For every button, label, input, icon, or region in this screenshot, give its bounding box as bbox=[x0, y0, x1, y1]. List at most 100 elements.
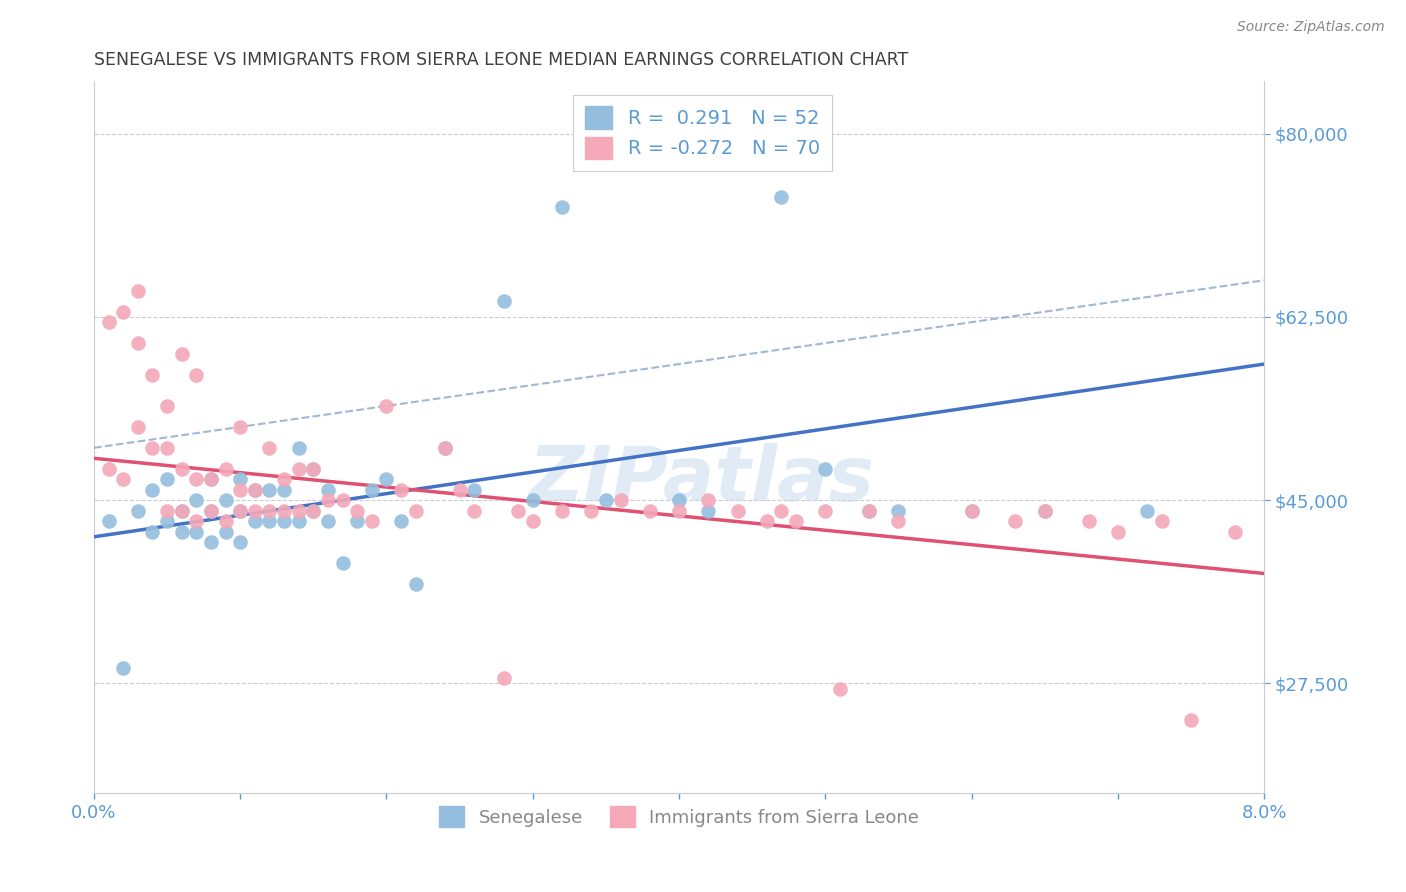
Point bbox=[346, 514, 368, 528]
Point bbox=[214, 493, 236, 508]
Point bbox=[449, 483, 471, 497]
Point bbox=[229, 472, 252, 486]
Point bbox=[1180, 713, 1202, 727]
Point bbox=[156, 441, 179, 455]
Point bbox=[287, 503, 309, 517]
Point bbox=[405, 503, 427, 517]
Point bbox=[200, 472, 222, 486]
Point bbox=[1077, 514, 1099, 528]
Point bbox=[200, 503, 222, 517]
Text: Source: ZipAtlas.com: Source: ZipAtlas.com bbox=[1237, 20, 1385, 34]
Point bbox=[273, 503, 295, 517]
Point bbox=[492, 294, 515, 309]
Point bbox=[229, 535, 252, 549]
Point bbox=[1107, 524, 1129, 539]
Point bbox=[186, 514, 208, 528]
Point bbox=[522, 493, 544, 508]
Point bbox=[581, 503, 603, 517]
Point bbox=[170, 503, 193, 517]
Point bbox=[243, 514, 266, 528]
Point bbox=[141, 524, 163, 539]
Point bbox=[389, 514, 412, 528]
Text: SENEGALESE VS IMMIGRANTS FROM SIERRA LEONE MEDIAN EARNINGS CORRELATION CHART: SENEGALESE VS IMMIGRANTS FROM SIERRA LEO… bbox=[94, 51, 908, 69]
Point bbox=[229, 503, 252, 517]
Point bbox=[259, 441, 281, 455]
Point bbox=[259, 483, 281, 497]
Point bbox=[375, 399, 398, 413]
Point bbox=[243, 503, 266, 517]
Point bbox=[375, 472, 398, 486]
Point bbox=[156, 472, 179, 486]
Point bbox=[156, 399, 179, 413]
Point bbox=[141, 368, 163, 382]
Point bbox=[785, 514, 807, 528]
Point bbox=[97, 462, 120, 476]
Point bbox=[273, 483, 295, 497]
Point bbox=[433, 441, 456, 455]
Point bbox=[127, 284, 149, 298]
Point bbox=[814, 462, 837, 476]
Point bbox=[1223, 524, 1246, 539]
Point bbox=[259, 514, 281, 528]
Point bbox=[112, 472, 135, 486]
Point bbox=[1033, 503, 1056, 517]
Point bbox=[433, 441, 456, 455]
Point bbox=[170, 462, 193, 476]
Point bbox=[127, 420, 149, 434]
Point bbox=[302, 503, 325, 517]
Point bbox=[243, 483, 266, 497]
Point bbox=[170, 346, 193, 360]
Point bbox=[960, 503, 983, 517]
Point bbox=[858, 503, 880, 517]
Point bbox=[463, 483, 485, 497]
Point bbox=[638, 503, 661, 517]
Point bbox=[200, 535, 222, 549]
Point bbox=[316, 493, 339, 508]
Point bbox=[668, 493, 690, 508]
Point bbox=[1150, 514, 1173, 528]
Point bbox=[127, 503, 149, 517]
Point bbox=[229, 420, 252, 434]
Point bbox=[755, 514, 778, 528]
Point bbox=[112, 304, 135, 318]
Point bbox=[287, 441, 309, 455]
Point bbox=[508, 503, 530, 517]
Point bbox=[156, 503, 179, 517]
Point bbox=[960, 503, 983, 517]
Text: ZIPatlas: ZIPatlas bbox=[530, 443, 876, 517]
Point bbox=[156, 514, 179, 528]
Point bbox=[229, 503, 252, 517]
Point bbox=[360, 483, 382, 497]
Point bbox=[186, 368, 208, 382]
Point bbox=[141, 441, 163, 455]
Point bbox=[214, 462, 236, 476]
Point bbox=[214, 524, 236, 539]
Point bbox=[551, 503, 574, 517]
Point bbox=[302, 462, 325, 476]
Point bbox=[346, 503, 368, 517]
Point bbox=[302, 462, 325, 476]
Point bbox=[97, 514, 120, 528]
Point bbox=[1136, 503, 1159, 517]
Point bbox=[1033, 503, 1056, 517]
Point bbox=[112, 661, 135, 675]
Point bbox=[828, 681, 851, 696]
Point bbox=[332, 556, 354, 570]
Point bbox=[389, 483, 412, 497]
Point bbox=[522, 514, 544, 528]
Point bbox=[770, 503, 793, 517]
Point bbox=[551, 200, 574, 214]
Point bbox=[229, 483, 252, 497]
Point bbox=[463, 503, 485, 517]
Point bbox=[887, 503, 910, 517]
Point bbox=[243, 483, 266, 497]
Point bbox=[595, 493, 617, 508]
Point bbox=[316, 514, 339, 528]
Point bbox=[405, 577, 427, 591]
Point bbox=[287, 462, 309, 476]
Point bbox=[858, 503, 880, 517]
Point bbox=[273, 472, 295, 486]
Point bbox=[141, 483, 163, 497]
Point bbox=[814, 503, 837, 517]
Point bbox=[97, 315, 120, 329]
